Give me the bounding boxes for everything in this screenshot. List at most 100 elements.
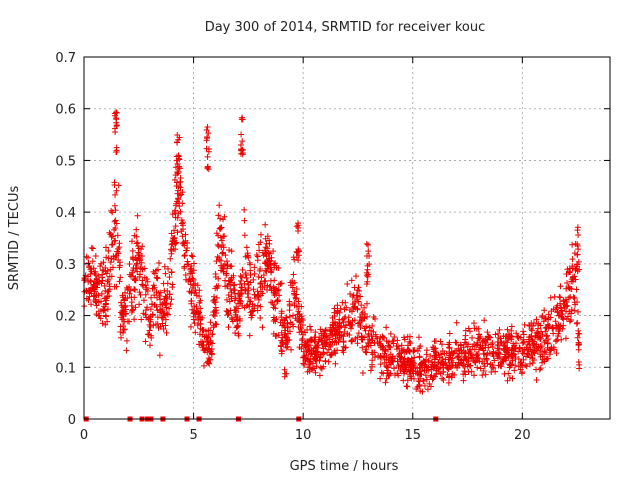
data-point <box>97 315 104 322</box>
data-point <box>146 327 153 334</box>
data-point <box>383 356 390 363</box>
data-point <box>551 293 558 300</box>
data-point <box>429 376 436 383</box>
data-point <box>188 297 195 304</box>
data-point <box>87 271 94 278</box>
data-point <box>204 123 211 130</box>
data-point <box>244 278 251 285</box>
data-point <box>534 329 541 336</box>
data-point <box>404 383 411 390</box>
data-point <box>291 256 298 263</box>
data-point <box>222 252 229 259</box>
data-point <box>282 340 289 347</box>
data-point <box>246 332 253 339</box>
data-point <box>135 243 142 250</box>
data-point <box>83 295 90 302</box>
data-point <box>172 202 179 209</box>
data-point <box>212 285 219 292</box>
data-point <box>398 342 405 349</box>
data-point <box>177 174 184 181</box>
data-point <box>355 330 362 337</box>
data-point <box>219 249 226 256</box>
data-point <box>410 370 417 377</box>
data-point <box>262 235 269 242</box>
data-point <box>537 365 544 372</box>
data-point <box>103 313 110 320</box>
data-point <box>377 361 384 368</box>
data-point <box>112 191 119 198</box>
data-point <box>383 338 390 345</box>
data-point <box>446 373 453 380</box>
data-point <box>548 308 555 315</box>
data-point <box>156 352 163 359</box>
data-point <box>128 308 135 315</box>
data-point <box>385 372 392 379</box>
data-point <box>221 233 228 240</box>
data-point <box>109 241 116 248</box>
data-point <box>136 301 143 308</box>
data-point <box>382 348 389 355</box>
data-point <box>317 364 324 371</box>
data-point <box>122 289 129 296</box>
data-point <box>174 139 181 146</box>
data-point <box>225 291 232 298</box>
data-point <box>403 364 410 371</box>
data-point <box>178 217 185 224</box>
data-point <box>131 316 138 323</box>
data-point <box>565 313 572 320</box>
data-point <box>225 324 232 331</box>
data-point <box>200 362 207 369</box>
data-point <box>146 321 153 328</box>
data-point <box>431 352 438 359</box>
data-point <box>118 314 125 321</box>
data-point <box>210 324 217 331</box>
data-point <box>341 324 348 331</box>
data-point <box>352 273 359 280</box>
data-point <box>508 323 515 330</box>
data-point <box>297 324 304 331</box>
data-point <box>430 362 437 369</box>
data-point <box>406 359 413 366</box>
data-point <box>192 329 199 336</box>
data-point <box>462 336 469 343</box>
data-point <box>242 253 249 260</box>
data-point <box>416 354 423 361</box>
data-point <box>203 345 210 352</box>
data-point <box>545 355 552 362</box>
data-point <box>280 322 287 329</box>
data-point <box>476 335 483 342</box>
data-point <box>359 344 366 351</box>
data-point <box>488 368 495 375</box>
data-point <box>369 349 376 356</box>
data-point <box>134 212 141 219</box>
data-point <box>146 342 153 349</box>
data-point <box>183 276 190 283</box>
data-point <box>197 305 204 312</box>
chart-title: Day 300 of 2014, SRMTID for receiver kou… <box>205 20 486 35</box>
data-point <box>363 300 370 307</box>
data-point <box>445 341 452 348</box>
data-point <box>215 282 222 289</box>
data-point <box>206 356 213 363</box>
data-point <box>239 146 246 153</box>
data-point <box>166 274 173 281</box>
data-point <box>139 282 146 289</box>
data-point <box>157 323 164 330</box>
data-point <box>295 252 302 259</box>
data-point <box>500 332 507 339</box>
data-point <box>431 356 438 363</box>
data-point <box>211 296 218 303</box>
data-point <box>261 278 268 285</box>
data-point <box>144 287 151 294</box>
data-point <box>191 320 198 327</box>
data-point <box>377 342 384 349</box>
data-point <box>549 325 556 332</box>
data-point <box>181 252 188 259</box>
data-point <box>239 266 246 273</box>
data-point <box>228 248 235 255</box>
data-point <box>130 306 137 313</box>
data-point <box>299 335 306 342</box>
data-point <box>161 312 168 319</box>
data-point <box>539 359 546 366</box>
data-point <box>512 354 519 361</box>
